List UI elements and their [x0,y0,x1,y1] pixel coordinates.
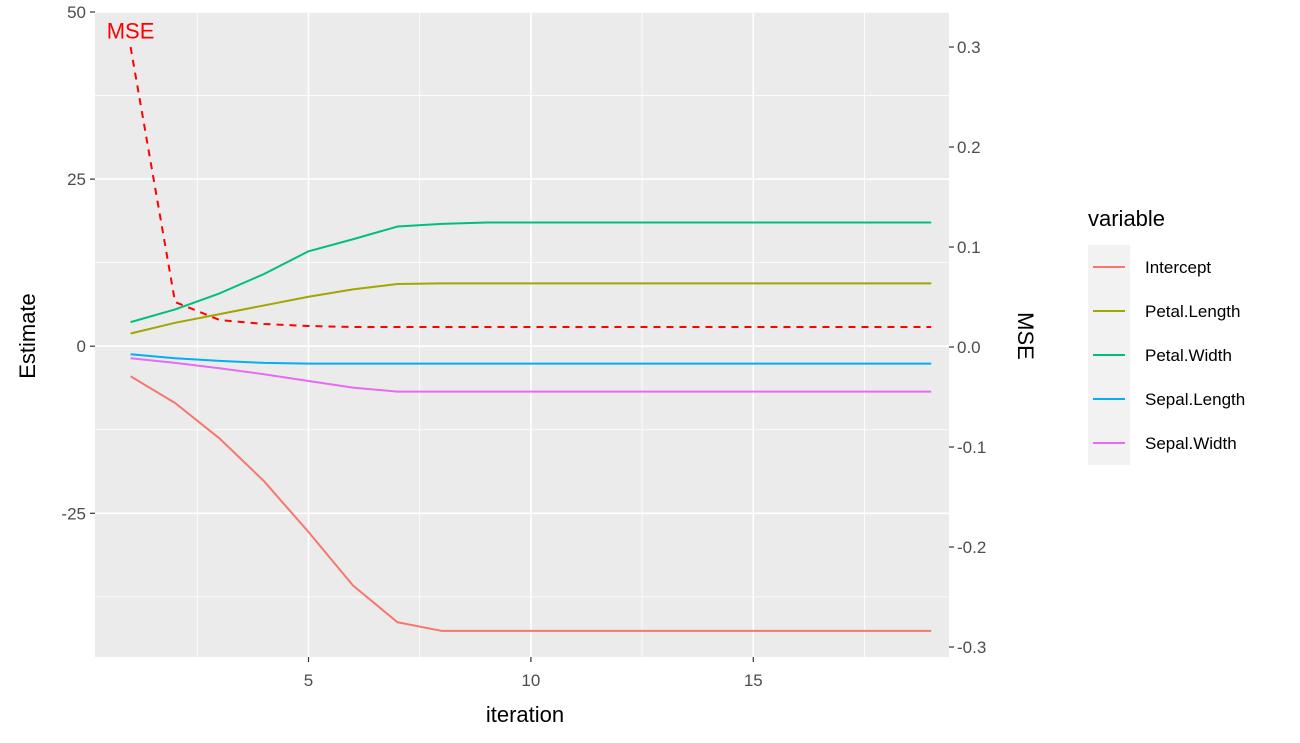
y-tick-label: 25 [67,170,86,189]
x-tick-label: 5 [304,671,313,690]
y-tick-label: -25 [61,504,86,523]
x-tick-label: 10 [521,671,540,690]
x-axis-title: iteration [486,702,564,727]
y2-tick-label: 0.0 [957,338,981,357]
axes: 5 10 15 -25 0 25 50 -0.3 -0.2 -0.1 0.0 0.1 0.2 0.3 [61,3,986,690]
y2-tick-label: 0.1 [957,238,981,257]
legend-label: Intercept [1145,258,1211,277]
series-line-mse [129,46,932,328]
series-lines: MSE [107,19,932,632]
series-line-petal-length [130,282,932,335]
legend-label: Petal.Width [1145,346,1232,365]
y2-tick-label: -0.3 [957,638,986,657]
y-tick-label: 0 [77,337,86,356]
series-line-sepal-length [130,353,932,365]
major-gridlines [95,11,949,657]
legend-label: Sepal.Length [1145,390,1245,409]
panel-background [95,12,949,657]
y2-tick-label: -0.2 [957,538,986,557]
legend-label: Sepal.Width [1145,434,1237,453]
mse-annotation: MSE [107,19,155,44]
series-line-sepal-width [130,357,932,393]
y2-axis-title: MSE [1013,312,1038,360]
y-axis-title: Estimate [15,293,40,379]
y2-tick-label: 0.3 [957,38,981,57]
legend-label: Petal.Length [1145,302,1240,321]
series-line-intercept [130,375,932,632]
legend: variable Intercept Petal.Length Petal.Widt… [1088,206,1245,465]
y2-tick-label: -0.1 [957,438,986,457]
series-line-petal-width [130,221,932,324]
y2-tick-label: 0.2 [957,138,981,157]
minor-gridlines [95,12,949,657]
y-tick-label: 50 [67,3,86,22]
x-tick-label: 15 [744,671,763,690]
legend-title: variable [1088,206,1165,231]
